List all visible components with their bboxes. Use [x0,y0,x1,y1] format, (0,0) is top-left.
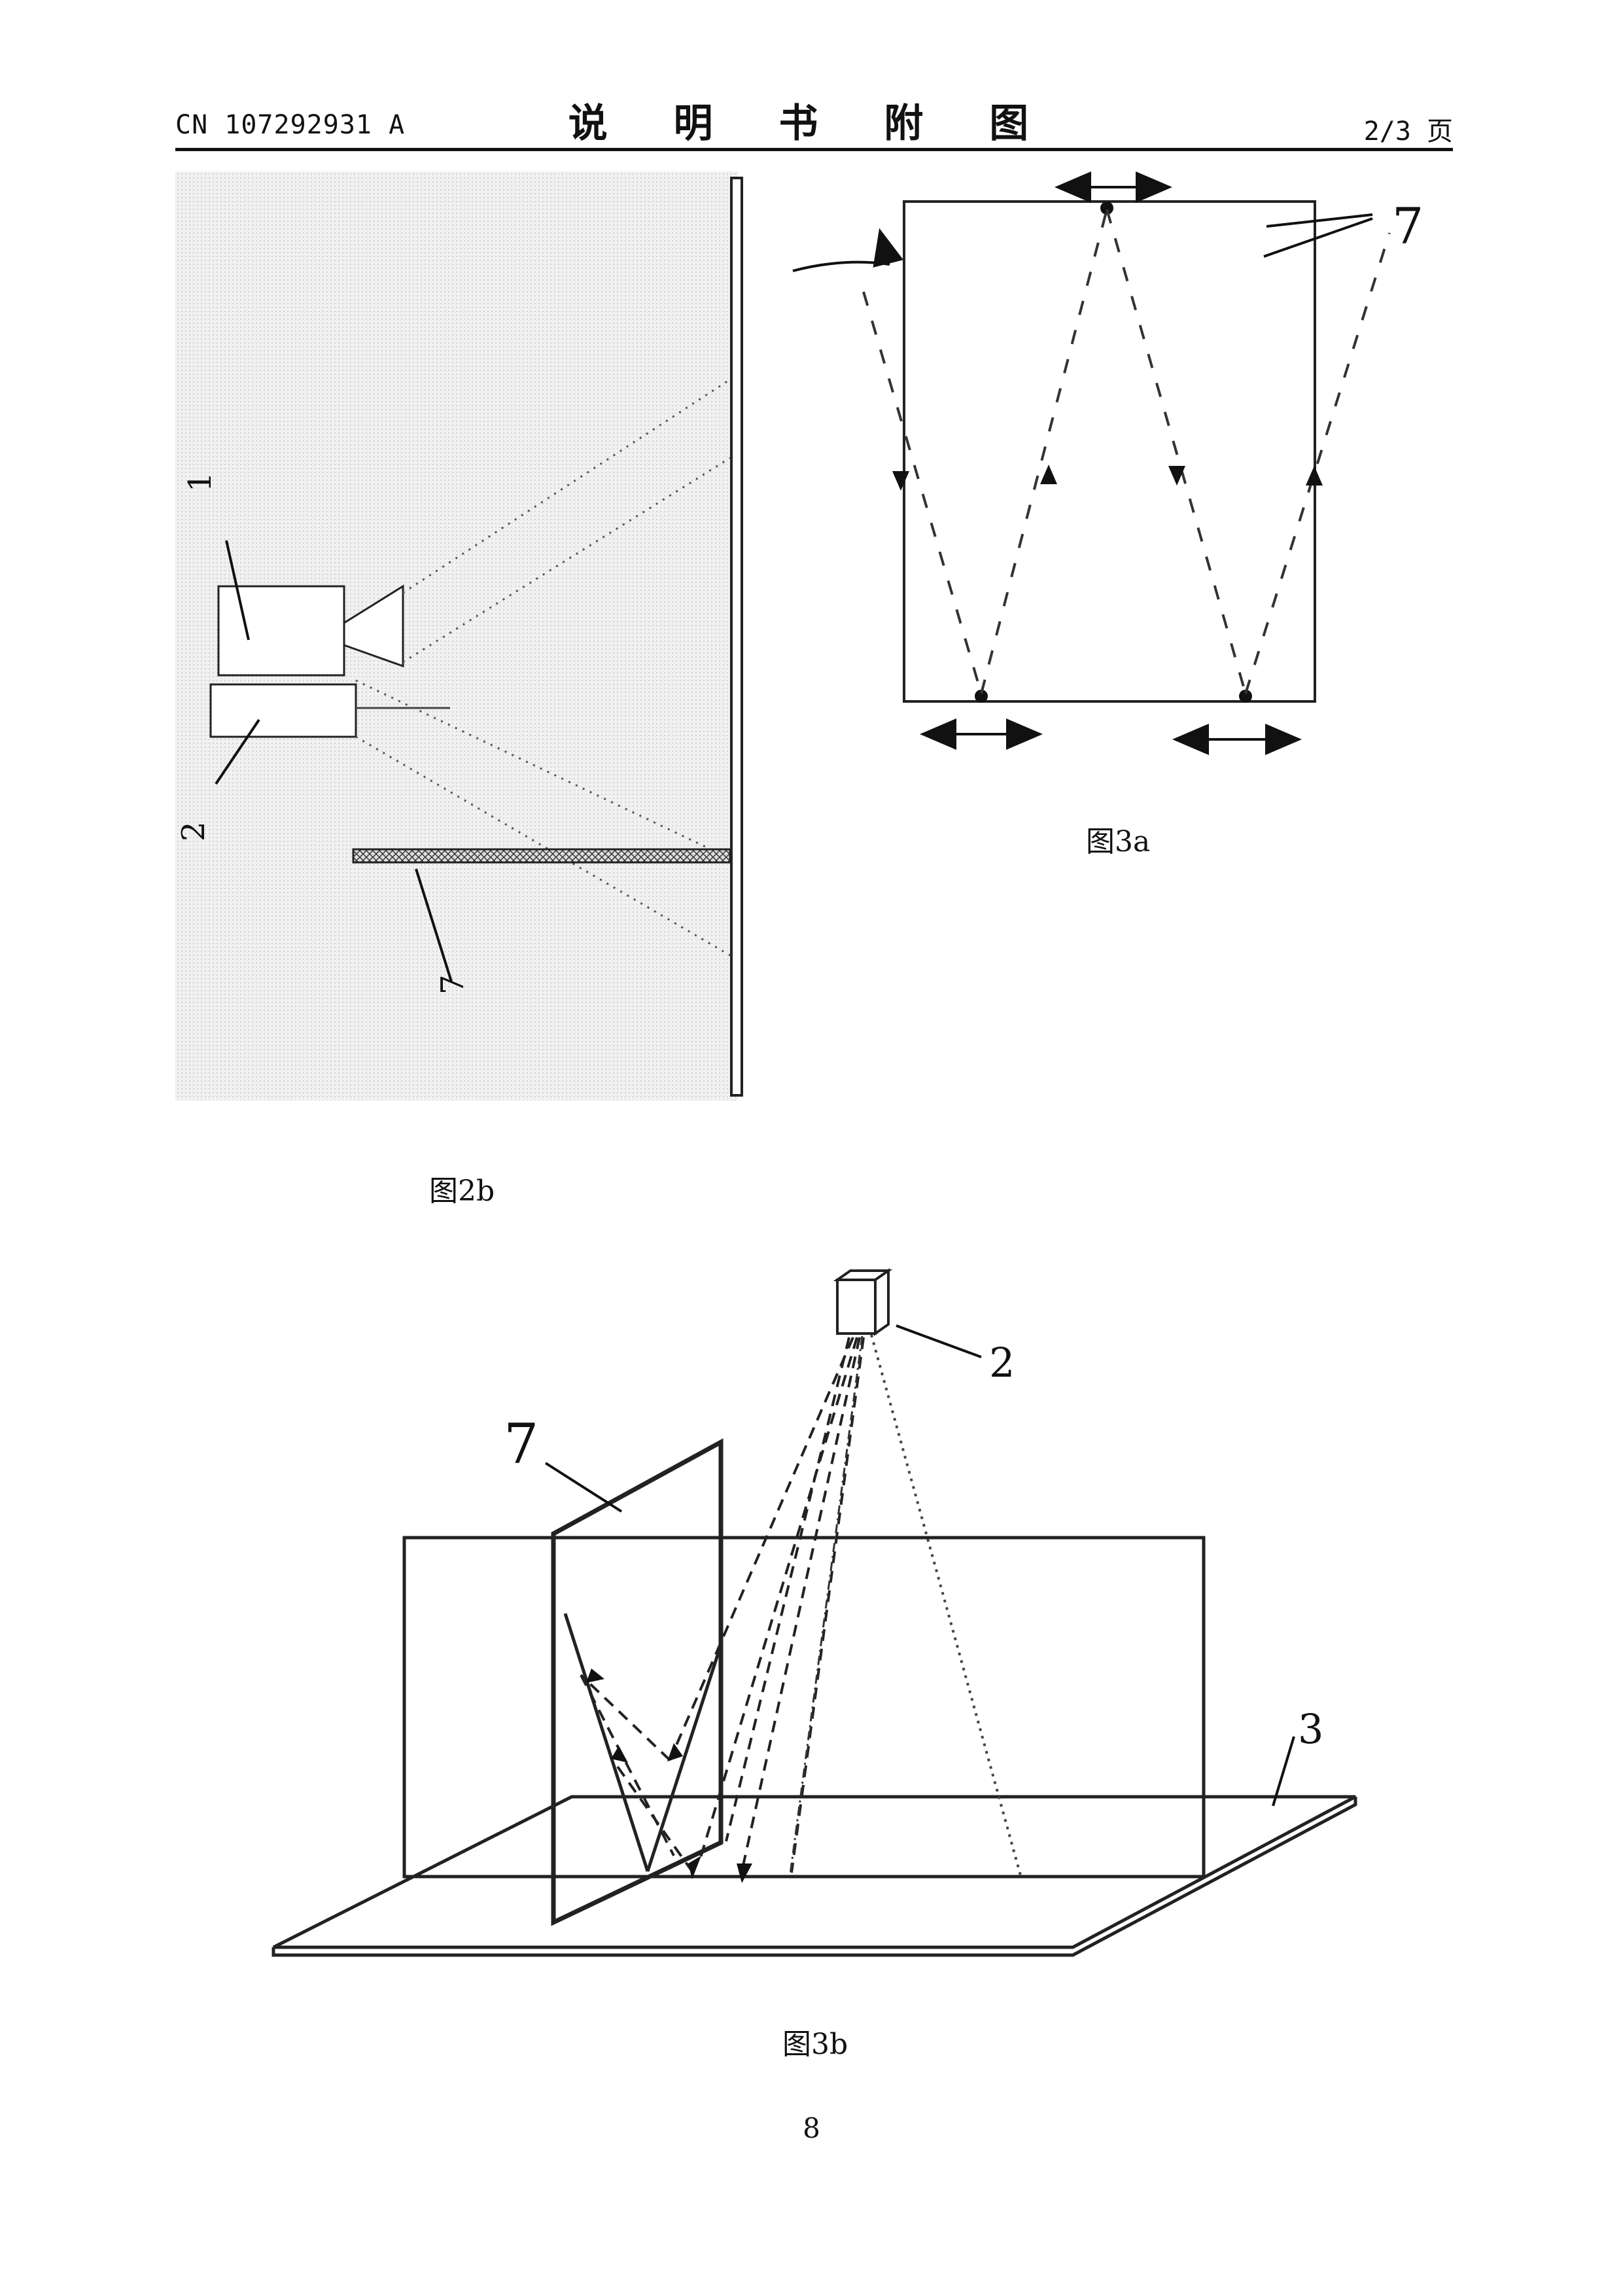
fig3b-camera-2 [837,1271,888,1333]
fig3b-label-3: 3 [1298,1705,1323,1753]
page-number: 8 [0,2112,1623,2144]
fig3b-leader-2 [896,1326,981,1357]
fig3b-floor-3 [273,1797,1355,1947]
fig3b-camera-rays [871,1335,1021,1875]
fig3b-leader-7 [546,1463,621,1511]
fig3b-label-2: 2 [989,1339,1015,1386]
fig3b-dashdot-ray [790,1336,862,1874]
fig3b-caption: 图3b [782,2021,848,2062]
fig3b-label-7: 7 [504,1412,538,1476]
